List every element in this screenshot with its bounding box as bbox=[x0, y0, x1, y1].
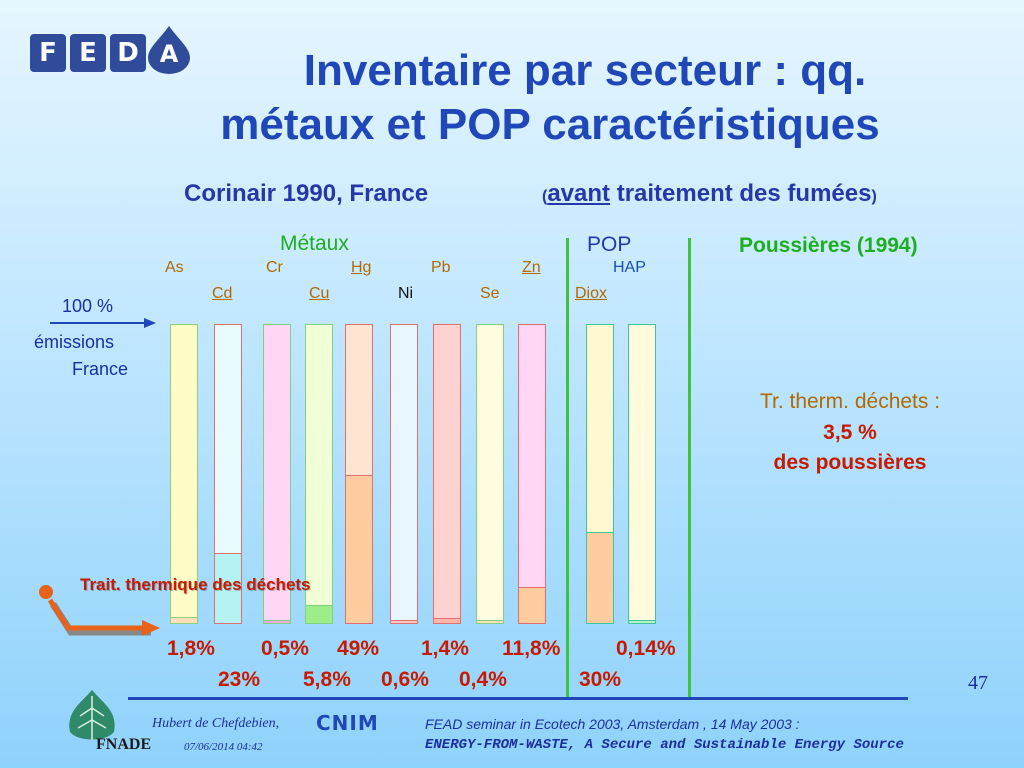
bar-segment-cu bbox=[306, 605, 332, 623]
header-metaux: Métaux bbox=[280, 232, 349, 255]
bar-segment-hap bbox=[629, 620, 655, 623]
poussieres-desc: des poussières bbox=[773, 451, 927, 474]
element-label-ni: Ni bbox=[398, 285, 414, 302]
footer-author: Hubert de Chefdebien, bbox=[152, 716, 280, 731]
element-label-cu: Cu bbox=[309, 285, 330, 302]
bar-segment-ni bbox=[391, 620, 417, 623]
bar-segment-cd bbox=[215, 553, 241, 623]
label-france: France bbox=[72, 359, 129, 379]
separator-pop-poussieres bbox=[688, 238, 691, 698]
footer-rule bbox=[128, 697, 908, 700]
bar-ni bbox=[390, 324, 418, 624]
element-label-cd: Cd bbox=[212, 285, 233, 302]
bar-segment-zn bbox=[519, 587, 545, 623]
bar-hap bbox=[628, 324, 656, 624]
pct-se: 0,4% bbox=[459, 668, 507, 691]
fead-logo: F E A D bbox=[30, 26, 200, 74]
pct-hg: 49% bbox=[337, 637, 380, 660]
arrow-100pct-icon bbox=[50, 318, 156, 328]
pct-pb: 1,4% bbox=[421, 637, 469, 660]
bar-cd bbox=[214, 324, 242, 624]
pct-cd: 23% bbox=[218, 668, 261, 691]
element-label-as: As bbox=[165, 259, 184, 276]
slide-title: Inventaire par secteur : qq. métaux et P… bbox=[120, 44, 980, 152]
bar-segment-se bbox=[477, 620, 503, 623]
pct-diox: 30% bbox=[579, 668, 622, 691]
pct-cu: 5,8% bbox=[303, 668, 351, 691]
bar-as bbox=[170, 324, 198, 624]
subtitle-source: Corinair 1990, France bbox=[184, 180, 429, 207]
trait-arrow-icon bbox=[39, 585, 160, 636]
title-line-1: Inventaire par secteur : qq. bbox=[303, 46, 867, 95]
bar-segment-hg bbox=[346, 475, 372, 623]
pct-hap: 0,14% bbox=[616, 637, 676, 660]
element-label-hg: Hg bbox=[351, 259, 372, 276]
pct-ni: 0,6% bbox=[381, 668, 429, 691]
page-number: 47 bbox=[968, 672, 988, 694]
element-label-pb: Pb bbox=[431, 259, 451, 276]
bar-segment-pb bbox=[434, 618, 460, 623]
title-line-2: métaux et POP caractéristiques bbox=[220, 100, 880, 149]
element-label-cr: Cr bbox=[266, 259, 283, 276]
bar-hg bbox=[345, 324, 373, 624]
bar-zn bbox=[518, 324, 546, 624]
header-poussieres: Poussières (1994) bbox=[739, 234, 918, 257]
element-label-se: Se bbox=[480, 285, 500, 302]
logo-drop-a: A bbox=[146, 26, 192, 74]
logo-tile-e: E bbox=[70, 34, 106, 72]
cnim-logo: CNIM bbox=[316, 711, 379, 735]
trait-thermique-label: Trait. thermique des déchets bbox=[80, 575, 311, 594]
bar-cu bbox=[305, 324, 333, 624]
footer-date: 07/06/2014 04:42 bbox=[184, 741, 263, 753]
element-label-diox: Diox bbox=[575, 285, 608, 302]
subtitle-avant: avant bbox=[547, 180, 611, 207]
pct-zn: 11,8% bbox=[502, 637, 561, 660]
pct-as: 1,8% bbox=[167, 637, 215, 660]
element-label-zn: Zn bbox=[522, 259, 541, 276]
label-emissions: émissions bbox=[34, 332, 115, 352]
footer-seminar: FEAD seminar in Ecotech 2003, Amsterdam … bbox=[425, 716, 800, 732]
poussieres-title: Tr. therm. déchets : bbox=[759, 390, 941, 413]
separator-metaux-pop bbox=[566, 238, 569, 698]
header-pop: POP bbox=[587, 233, 632, 256]
element-label-hap: HAP bbox=[613, 259, 646, 276]
fnade-logo: FNADE bbox=[96, 736, 152, 753]
leaf-icon bbox=[69, 690, 115, 740]
label-100-pct: 100 % bbox=[62, 296, 114, 316]
logo-tile-d: D bbox=[110, 34, 146, 72]
subtitle-note: (avant traitement des fumées) bbox=[542, 180, 877, 207]
poussieres-pct: 3,5 % bbox=[823, 421, 877, 444]
bar-cr bbox=[263, 324, 291, 624]
pct-cr: 0,5% bbox=[261, 637, 309, 660]
bar-se bbox=[476, 324, 504, 624]
bar-segment-as bbox=[171, 617, 197, 623]
bar-diox bbox=[586, 324, 614, 624]
bar-segment-diox bbox=[587, 532, 613, 623]
bar-segment-cr bbox=[264, 620, 290, 623]
bar-pb bbox=[433, 324, 461, 624]
logo-tile-f: F bbox=[30, 34, 66, 72]
footer-energy: ENERGY-FROM-WASTE, A Secure and Sustaina… bbox=[425, 737, 904, 753]
